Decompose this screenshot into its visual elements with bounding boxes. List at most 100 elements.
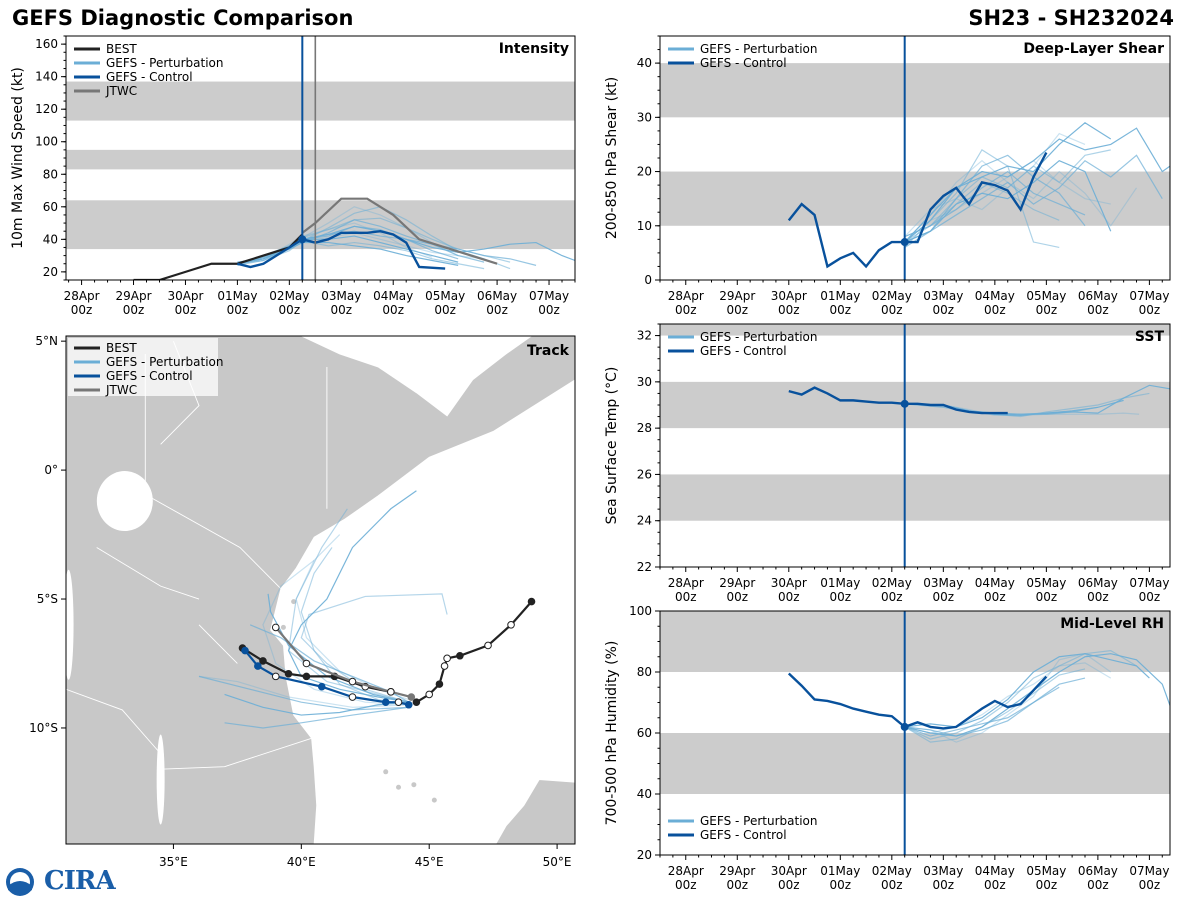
chart-intensity: 2040608010012014016028Apr00z29Apr00z30Ap… bbox=[10, 35, 576, 317]
track-point bbox=[440, 662, 449, 670]
y-tick-label: 140 bbox=[35, 70, 58, 84]
cira-logo-text: CIRA bbox=[44, 866, 116, 896]
x-tick-label: 28Apr bbox=[668, 864, 704, 878]
track-point bbox=[381, 698, 390, 706]
x-tick-hour-label: 00z bbox=[330, 303, 352, 317]
y-tick-label: 40 bbox=[637, 787, 652, 801]
y-tick-label: 80 bbox=[637, 665, 652, 679]
chart-track: 35°E 40°E 45°E 50°E5°N0°5°S10°STrackBESTGEF… bbox=[29, 334, 576, 869]
x-tick-label: 28Apr bbox=[64, 289, 100, 303]
init-marker bbox=[900, 399, 909, 408]
x-tick-hour-label: 00z bbox=[778, 590, 800, 604]
legend-label: GEFS - Control bbox=[106, 70, 193, 84]
category-band bbox=[660, 733, 1170, 794]
x-tick-hour-label: 00z bbox=[1036, 878, 1058, 892]
legend-label: GEFS - Control bbox=[700, 344, 787, 358]
x-tick-label: 02May bbox=[872, 289, 912, 303]
x-tick-hour-label: 00z bbox=[933, 590, 955, 604]
noaa-logo-icon bbox=[6, 868, 34, 896]
init-marker bbox=[900, 238, 909, 247]
x-tick-hour-label: 00z bbox=[881, 878, 903, 892]
x-tick-hour-label: 00z bbox=[881, 303, 903, 317]
init-marker bbox=[298, 235, 307, 244]
x-tick-hour-label: 00z bbox=[1087, 303, 1109, 317]
track-point bbox=[259, 657, 267, 665]
x-tick-hour-label: 00z bbox=[382, 303, 404, 317]
x-tick-label: 01May bbox=[820, 576, 860, 590]
perturbation-track bbox=[224, 706, 409, 729]
x-tick-label: 05May bbox=[1026, 576, 1066, 590]
y-tick-label: 100 bbox=[629, 604, 652, 618]
series-line-control bbox=[787, 672, 1048, 730]
x-tick-hour-label: 00z bbox=[933, 303, 955, 317]
track-point bbox=[271, 672, 280, 681]
map-frame bbox=[65, 335, 576, 845]
x-tick-hour-label: 00z bbox=[830, 303, 852, 317]
x-tick-hour-label: 00z bbox=[830, 590, 852, 604]
legend-label: GEFS - Control bbox=[700, 828, 787, 842]
lake-malawi bbox=[156, 734, 165, 825]
category-band bbox=[66, 149, 575, 170]
x-tick-label: 28Apr bbox=[668, 576, 704, 590]
x-tick-hour-label: 00z bbox=[726, 590, 748, 604]
x-tick-hour-label: 00z bbox=[984, 878, 1006, 892]
x-tick-label: 04May bbox=[373, 289, 413, 303]
perturbation-track bbox=[287, 490, 417, 703]
perturbation-line bbox=[904, 668, 1086, 743]
country-border bbox=[66, 688, 161, 755]
track-point bbox=[527, 597, 536, 606]
track-point bbox=[302, 672, 311, 681]
x-tick-hour-label: 00z bbox=[933, 878, 955, 892]
panel-title: Track bbox=[527, 343, 570, 359]
x-tick-hour-label: 00z bbox=[279, 303, 301, 317]
perturbation-line bbox=[904, 170, 1086, 238]
plot-area bbox=[660, 611, 1170, 855]
y-tick-label: 60 bbox=[637, 726, 652, 740]
country-border bbox=[160, 737, 312, 770]
y-tick-label: 120 bbox=[35, 102, 58, 116]
plot-area bbox=[660, 36, 1170, 280]
lat-tick-label: 0° bbox=[44, 463, 58, 477]
x-tick-label: 29Apr bbox=[116, 289, 152, 303]
perturbation-track bbox=[198, 675, 409, 708]
y-tick-label: 32 bbox=[637, 329, 652, 343]
x-tick-label: 06May bbox=[1078, 864, 1118, 878]
track-point bbox=[387, 688, 395, 696]
perturbation-track bbox=[300, 547, 409, 706]
track-point bbox=[435, 680, 444, 688]
legend-label: BEST bbox=[106, 341, 137, 355]
x-tick-hour-label: 00z bbox=[726, 878, 748, 892]
perturbation-line bbox=[904, 159, 1111, 243]
category-band bbox=[660, 611, 1170, 672]
x-tick-label: 06May bbox=[1078, 576, 1118, 590]
lat-tick-label: 5°N bbox=[35, 334, 58, 348]
category-band bbox=[660, 474, 1170, 521]
legend-label: GEFS - Perturbation bbox=[106, 56, 223, 70]
perturbation-line bbox=[904, 127, 1170, 243]
track-point bbox=[407, 693, 416, 701]
x-tick-label: 29Apr bbox=[719, 576, 755, 590]
x-tick-label: 04May bbox=[975, 864, 1015, 878]
y-tick-label: 40 bbox=[637, 56, 652, 70]
x-tick-label: 06May bbox=[1078, 289, 1118, 303]
x-tick-label: 30Apr bbox=[771, 576, 807, 590]
island bbox=[396, 784, 402, 790]
track-point bbox=[507, 621, 515, 629]
x-tick-label: 30Apr bbox=[167, 289, 203, 303]
lat-tick-label: 5°S bbox=[37, 592, 58, 606]
x-tick-label: 06May bbox=[477, 289, 517, 303]
y-tick-label: 30 bbox=[637, 375, 652, 389]
track-point bbox=[348, 693, 357, 701]
x-tick-label: 01May bbox=[820, 289, 860, 303]
legend-label: JTWC bbox=[105, 84, 137, 98]
x-tick-label: 05May bbox=[1026, 289, 1066, 303]
x-tick-label: 03May bbox=[321, 289, 361, 303]
y-tick-label: 20 bbox=[637, 848, 652, 862]
x-tick-hour-label: 00z bbox=[227, 303, 249, 317]
x-tick-hour-label: 00z bbox=[175, 303, 197, 317]
map-area bbox=[66, 336, 575, 844]
y-tick-label: 28 bbox=[637, 421, 652, 435]
x-tick-label: 29Apr bbox=[719, 864, 755, 878]
legend-label: GEFS - Perturbation bbox=[700, 814, 817, 828]
x-tick-hour-label: 00z bbox=[984, 590, 1006, 604]
